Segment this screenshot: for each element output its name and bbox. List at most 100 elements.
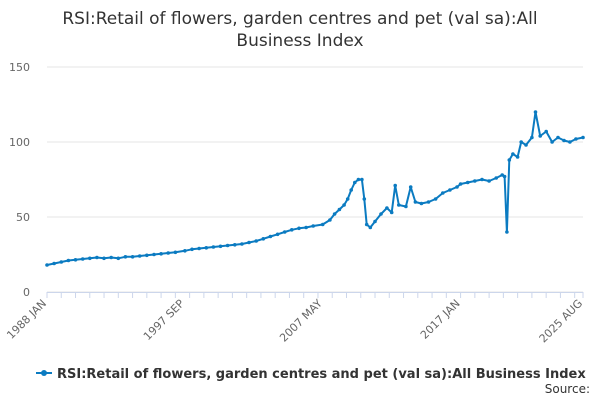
data-point[interactable]	[137, 254, 142, 258]
data-point[interactable]	[385, 206, 389, 210]
data-point[interactable]	[562, 138, 566, 143]
data-point[interactable]	[397, 203, 401, 207]
data-point[interactable]	[345, 197, 350, 201]
x-tick-label: 2007 MAY	[277, 297, 325, 345]
data-point[interactable]	[507, 158, 512, 162]
data-point[interactable]	[159, 252, 163, 256]
data-point[interactable]	[368, 225, 373, 230]
data-point[interactable]	[362, 197, 367, 201]
data-point[interactable]	[533, 110, 538, 114]
data-point[interactable]	[225, 243, 230, 248]
data-point[interactable]	[290, 228, 294, 232]
data-point[interactable]	[519, 140, 523, 144]
data-point[interactable]	[502, 174, 507, 179]
data-point[interactable]	[240, 242, 244, 246]
data-point[interactable]	[581, 135, 585, 140]
data-point[interactable]	[218, 244, 223, 249]
legend-label[interactable]: RSI:Retail of flowers, garden centres an…	[57, 367, 586, 382]
data-point[interactable]	[80, 257, 85, 261]
data-point[interactable]	[538, 134, 542, 138]
data-point[interactable]	[320, 222, 325, 227]
data-point[interactable]	[123, 254, 128, 259]
data-point[interactable]	[297, 226, 301, 231]
data-point[interactable]	[328, 218, 332, 222]
data-point[interactable]	[59, 260, 64, 264]
data-point[interactable]	[524, 143, 528, 147]
data-point[interactable]	[364, 222, 369, 227]
data-point[interactable]	[304, 225, 308, 230]
data-point[interactable]	[353, 180, 357, 185]
data-point[interactable]	[73, 258, 78, 262]
data-point[interactable]	[373, 219, 377, 224]
data-point[interactable]	[173, 250, 178, 255]
data-point[interactable]	[408, 185, 413, 189]
data-point[interactable]	[505, 230, 509, 234]
data-point[interactable]	[268, 234, 273, 239]
data-point[interactable]	[233, 243, 237, 247]
data-point[interactable]	[52, 261, 56, 266]
data-point[interactable]	[349, 188, 354, 192]
data-point[interactable]	[197, 246, 201, 251]
data-point[interactable]	[311, 224, 316, 228]
data-point[interactable]	[465, 180, 470, 185]
x-tick-label: 2017 JAN	[418, 297, 463, 342]
data-point[interactable]	[426, 200, 431, 204]
data-point[interactable]	[550, 140, 554, 144]
data-point[interactable]	[448, 188, 452, 192]
series-line[interactable]	[46, 111, 584, 266]
legend[interactable]: RSI:Retail of flowers, garden centres an…	[36, 367, 586, 382]
data-point[interactable]	[433, 197, 438, 201]
data-point[interactable]	[511, 152, 515, 156]
data-point[interactable]	[247, 240, 251, 245]
data-point[interactable]	[515, 155, 520, 159]
data-point[interactable]	[337, 207, 342, 212]
data-point[interactable]	[356, 177, 361, 182]
data-point[interactable]	[45, 263, 49, 267]
y-tick-label: 100	[9, 136, 30, 149]
data-point[interactable]	[556, 135, 560, 140]
data-point[interactable]	[145, 253, 149, 258]
data-point[interactable]	[116, 256, 121, 261]
x-axis: 1988 JAN 1997 SEP 2007 MAY 2017 JAN 2025 AUG	[4, 292, 585, 345]
data-point[interactable]	[211, 245, 216, 249]
data-point[interactable]	[204, 246, 209, 250]
data-point[interactable]	[413, 200, 418, 204]
plot-area	[45, 110, 585, 267]
data-point[interactable]	[393, 183, 398, 188]
data-point[interactable]	[183, 249, 187, 253]
chart-title-line-1: RSI:Retail of flowers, garden centres an…	[62, 9, 538, 29]
data-point[interactable]	[530, 135, 534, 140]
data-point[interactable]	[568, 140, 572, 144]
data-point[interactable]	[66, 258, 71, 263]
data-point[interactable]	[332, 212, 337, 216]
data-point[interactable]	[109, 255, 113, 260]
data-point[interactable]	[130, 254, 135, 259]
data-point[interactable]	[88, 256, 92, 261]
data-point[interactable]	[152, 252, 156, 257]
data-point[interactable]	[441, 191, 445, 195]
data-point[interactable]	[574, 137, 578, 141]
data-point[interactable]	[379, 212, 383, 216]
data-point[interactable]	[494, 176, 499, 180]
data-point[interactable]	[275, 232, 280, 237]
data-point[interactable]	[544, 129, 548, 134]
data-point[interactable]	[254, 239, 258, 243]
data-point[interactable]	[404, 204, 408, 209]
y-tick-label: 50	[16, 211, 30, 224]
data-point[interactable]	[487, 179, 491, 183]
data-point[interactable]	[455, 185, 459, 189]
data-point[interactable]	[282, 230, 287, 234]
data-point[interactable]	[166, 251, 170, 255]
data-point[interactable]	[419, 201, 424, 206]
data-point[interactable]	[95, 255, 99, 260]
data-point[interactable]	[342, 203, 346, 207]
data-point[interactable]	[261, 237, 266, 241]
data-point[interactable]	[480, 177, 484, 182]
data-point[interactable]	[360, 177, 364, 182]
data-point[interactable]	[102, 256, 106, 261]
data-point[interactable]	[458, 182, 463, 186]
data-point[interactable]	[473, 179, 477, 183]
data-point[interactable]	[389, 210, 394, 215]
data-point[interactable]	[190, 247, 194, 252]
